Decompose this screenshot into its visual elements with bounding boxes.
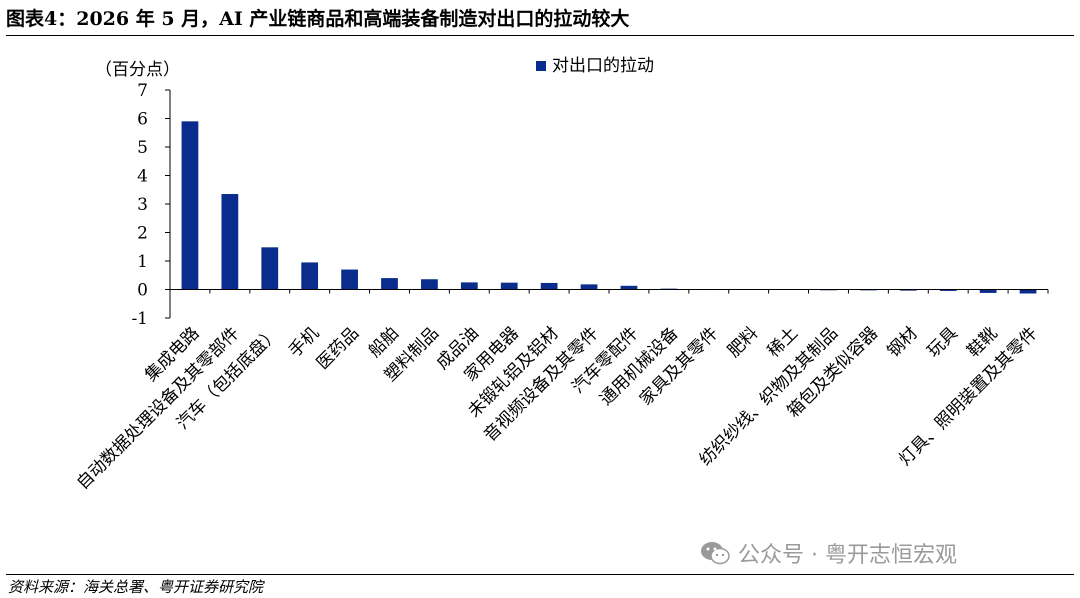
footer-divider <box>6 574 1074 575</box>
bar-chart: 对出口的拉动 （百分点） -1 0 1 2 3 4 5 6 7 集成电路自动数据处理设备及其零部… <box>73 56 1049 494</box>
y-tick-label: 5 <box>137 138 148 158</box>
bar <box>979 289 997 293</box>
bar <box>1019 289 1037 294</box>
y-tick-label: -1 <box>131 309 148 329</box>
y-axis-label: （百分点） <box>95 60 180 80</box>
y-tick-label: 0 <box>137 281 148 301</box>
bar <box>460 282 478 290</box>
y-tick-label: 6 <box>137 110 148 130</box>
bar <box>181 121 199 290</box>
y-tick-label: 3 <box>137 195 148 215</box>
x-tick-label: 玩具 <box>924 323 962 361</box>
x-tick-label: 医药品 <box>313 323 363 373</box>
legend: 对出口的拉动 <box>536 56 654 76</box>
watermark: 公众号 · 粤开志恒宏观 <box>700 537 957 569</box>
y-tick-label: 1 <box>137 252 148 272</box>
y-tick-label: 2 <box>137 224 148 244</box>
bar <box>261 247 279 290</box>
bar <box>500 282 518 290</box>
bar <box>341 269 358 290</box>
source-note: 资料来源：海关总署、粤开证券研究院 <box>8 578 264 596</box>
watermark-text: 公众号 · 粤开志恒宏观 <box>738 543 957 568</box>
bar <box>939 289 957 291</box>
bar <box>620 285 638 290</box>
chart-title: 图表4：2026 年 5 月，AI 产业链商品和高端装备制造对出口的拉动较大 <box>6 8 630 30</box>
wechat-icon <box>701 542 730 565</box>
bar <box>899 289 917 291</box>
bar <box>540 282 558 290</box>
x-tick-label: 自动数据处理设备及其零部件 <box>73 323 243 493</box>
bar <box>421 279 438 290</box>
x-tick-label: 钢材 <box>884 323 922 361</box>
bars <box>181 121 1037 294</box>
y-tick-label: 7 <box>137 81 148 101</box>
y-ticks: -1 0 1 2 3 4 5 6 7 <box>131 81 170 329</box>
y-tick-label: 4 <box>137 167 148 187</box>
bar <box>301 262 319 290</box>
bar <box>580 284 598 290</box>
x-tick-label: 肥料 <box>724 323 762 361</box>
title-divider <box>6 35 1074 36</box>
bar <box>221 194 239 290</box>
legend-swatch <box>536 61 546 71</box>
legend-label: 对出口的拉动 <box>552 56 654 76</box>
bar <box>381 278 398 290</box>
